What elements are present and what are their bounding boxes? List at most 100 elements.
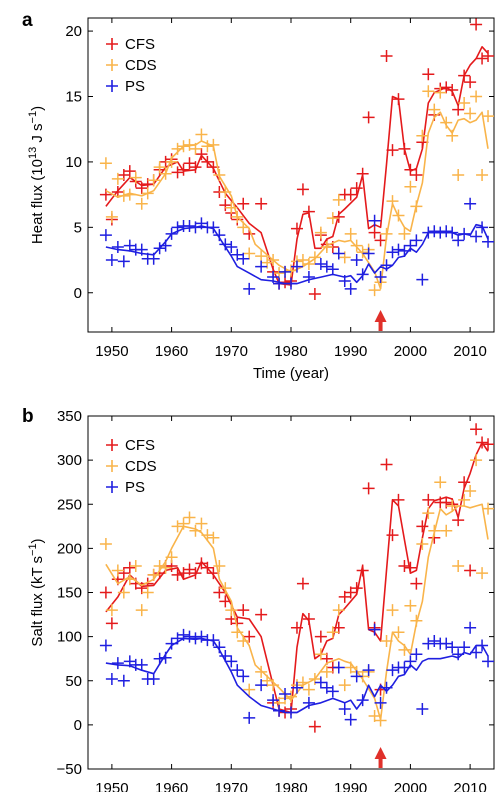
legend-label-cfs: CFS xyxy=(125,36,155,53)
data-point-ps xyxy=(410,234,423,247)
series-line-cfs xyxy=(105,441,489,714)
data-point-cds xyxy=(422,85,435,98)
legend-marker-cds xyxy=(106,59,118,71)
data-point-cds xyxy=(129,560,142,573)
data-point-cds xyxy=(386,604,399,617)
chart-panel-a: a 1950 1960 1970 1980 1990 2000 2010 0 5 10 15 20 Tim… xyxy=(22,10,495,382)
data-point-cds xyxy=(141,187,154,200)
data-point-cfs xyxy=(296,577,309,590)
data-point-cfs xyxy=(237,604,250,617)
data-point-cfs xyxy=(368,226,381,239)
data-point-cds xyxy=(392,209,405,222)
data-point-cfs xyxy=(99,188,112,201)
data-point-ps xyxy=(219,238,232,251)
data-point-ps xyxy=(213,229,226,242)
panel-label: b xyxy=(22,406,34,427)
series-line-ps xyxy=(105,637,489,714)
data-point-ps xyxy=(416,702,429,715)
data-point-ps xyxy=(482,655,494,668)
data-point-cfs xyxy=(290,222,303,235)
data-point-ps xyxy=(243,711,256,724)
x-tick-label: 1980 xyxy=(274,343,307,360)
data-point-ps xyxy=(476,639,489,652)
data-point-cfs xyxy=(410,169,423,181)
data-point-cds xyxy=(285,690,297,703)
data-point-cfs xyxy=(458,476,471,489)
data-point-ps xyxy=(314,257,327,270)
data-point-ps xyxy=(207,634,220,647)
data-point-cfs xyxy=(356,564,369,577)
data-point-ps xyxy=(273,704,286,717)
y-tick-label: 0 xyxy=(74,717,82,734)
data-point-ps xyxy=(350,670,363,683)
y-axis-label-close: ) xyxy=(29,106,46,111)
data-point-ps xyxy=(255,260,268,273)
data-point-ps xyxy=(177,628,190,641)
data-point-cds xyxy=(428,524,441,537)
data-point-cfs xyxy=(380,49,393,62)
data-point-cds xyxy=(404,180,417,193)
data-point-ps xyxy=(422,637,435,650)
data-point-ps xyxy=(422,226,435,239)
data-point-cds xyxy=(117,586,130,599)
data-point-cds xyxy=(165,551,178,564)
data-point-ps xyxy=(326,685,339,698)
data-point-cds xyxy=(368,284,381,297)
data-point-cfs xyxy=(308,720,321,733)
data-point-ps xyxy=(404,655,417,668)
data-point-cfs xyxy=(398,142,411,155)
data-point-ps xyxy=(482,235,494,248)
legend-marker-ps xyxy=(106,481,118,493)
data-point-cds xyxy=(219,582,232,595)
data-point-cfs xyxy=(458,69,471,82)
y-tick-label: 0 xyxy=(74,285,82,302)
data-point-ps xyxy=(207,221,220,234)
y-tick-label: 350 xyxy=(57,408,82,425)
legend-label-cfs: CFS xyxy=(125,437,155,454)
data-point-ps xyxy=(458,227,471,240)
data-point-cfs xyxy=(105,617,118,630)
data-point-cfs xyxy=(440,81,453,94)
y-tick-label: −50 xyxy=(57,761,82,778)
data-point-ps xyxy=(231,664,244,677)
y-axis-label-main: Heat flux (10 xyxy=(29,159,46,244)
data-point-cfs xyxy=(362,111,375,124)
data-point-cfs xyxy=(201,155,214,168)
data-point-cds xyxy=(207,531,220,544)
data-point-cfs xyxy=(189,567,202,580)
data-point-ps xyxy=(398,244,411,257)
x-tick-label: 1990 xyxy=(334,780,367,792)
data-point-cfs xyxy=(356,167,369,180)
data-point-ps xyxy=(279,265,292,278)
data-point-ps xyxy=(404,239,417,252)
data-point-cds xyxy=(195,517,208,530)
y-axis-label-sup: −1 xyxy=(27,543,39,556)
data-point-cds xyxy=(470,90,483,103)
data-point-ps xyxy=(314,676,327,689)
data-point-cfs xyxy=(219,199,232,212)
data-point-ps xyxy=(452,234,465,247)
plot-area xyxy=(99,423,494,733)
x-tick-label: 2000 xyxy=(394,780,427,792)
data-point-ps xyxy=(344,282,357,295)
plot-area xyxy=(99,18,494,301)
data-point-cfs xyxy=(452,514,465,527)
y-tick-label: 100 xyxy=(57,629,82,646)
legend-label-ps: PS xyxy=(125,78,145,95)
data-point-cds xyxy=(434,86,447,99)
legend-label-cds: CDS xyxy=(125,458,157,475)
y-axis-label: Salt flux (kT s−1) xyxy=(27,538,46,646)
data-point-cds xyxy=(135,197,148,210)
data-point-cfs xyxy=(290,621,303,634)
data-point-ps xyxy=(386,664,399,677)
data-point-cfs xyxy=(398,560,411,573)
data-point-cfs xyxy=(422,493,435,506)
x-tick-label: 1990 xyxy=(334,343,367,360)
data-point-cfs xyxy=(219,595,232,608)
data-point-cfs xyxy=(410,577,423,590)
data-point-cds xyxy=(231,626,244,639)
data-point-cfs xyxy=(350,582,363,595)
data-point-cds xyxy=(416,537,429,550)
data-point-cds xyxy=(392,626,405,639)
data-point-cds xyxy=(380,227,393,240)
